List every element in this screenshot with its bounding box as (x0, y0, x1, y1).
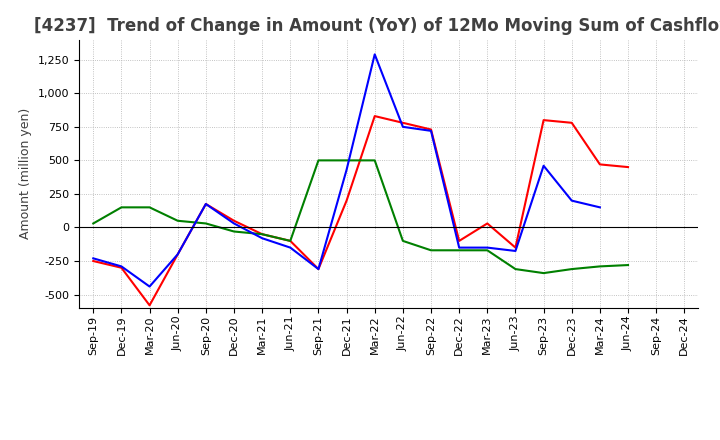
Y-axis label: Amount (million yen): Amount (million yen) (19, 108, 32, 239)
Investing Cashflow (174, 218, 182, 224)
Free Cashflow (145, 284, 154, 289)
Operating Cashflow (286, 238, 294, 244)
Free Cashflow (230, 221, 238, 226)
Investing Cashflow (455, 248, 464, 253)
Free Cashflow (342, 167, 351, 172)
Line: Operating Cashflow: Operating Cashflow (94, 116, 628, 305)
Line: Free Cashflow: Free Cashflow (94, 55, 600, 286)
Operating Cashflow (174, 252, 182, 257)
Operating Cashflow (314, 267, 323, 272)
Investing Cashflow (342, 158, 351, 163)
Free Cashflow (202, 202, 210, 207)
Investing Cashflow (399, 238, 408, 244)
Operating Cashflow (624, 165, 632, 170)
Free Cashflow (117, 264, 126, 269)
Operating Cashflow (399, 120, 408, 125)
Investing Cashflow (595, 264, 604, 269)
Investing Cashflow (286, 238, 294, 244)
Investing Cashflow (539, 271, 548, 276)
Investing Cashflow (624, 262, 632, 268)
Free Cashflow (286, 245, 294, 250)
Free Cashflow (258, 235, 266, 241)
Investing Cashflow (117, 205, 126, 210)
Investing Cashflow (370, 158, 379, 163)
Investing Cashflow (567, 267, 576, 272)
Free Cashflow (314, 267, 323, 272)
Operating Cashflow (511, 245, 520, 250)
Investing Cashflow (145, 205, 154, 210)
Line: Investing Cashflow: Investing Cashflow (94, 160, 628, 273)
Investing Cashflow (202, 221, 210, 226)
Operating Cashflow (567, 120, 576, 125)
Free Cashflow (399, 124, 408, 129)
Operating Cashflow (342, 198, 351, 203)
Investing Cashflow (258, 231, 266, 237)
Investing Cashflow (427, 248, 436, 253)
Investing Cashflow (314, 158, 323, 163)
Operating Cashflow (145, 303, 154, 308)
Operating Cashflow (230, 218, 238, 224)
Free Cashflow (539, 163, 548, 169)
Operating Cashflow (539, 117, 548, 123)
Operating Cashflow (595, 162, 604, 167)
Operating Cashflow (89, 258, 98, 264)
Free Cashflow (483, 245, 492, 250)
Free Cashflow (595, 205, 604, 210)
Operating Cashflow (427, 127, 436, 132)
Operating Cashflow (483, 221, 492, 226)
Free Cashflow (511, 248, 520, 253)
Investing Cashflow (483, 248, 492, 253)
Operating Cashflow (202, 202, 210, 207)
Operating Cashflow (455, 238, 464, 244)
Operating Cashflow (370, 114, 379, 119)
Free Cashflow (427, 128, 436, 133)
Operating Cashflow (258, 231, 266, 237)
Free Cashflow (567, 198, 576, 203)
Free Cashflow (89, 256, 98, 261)
Free Cashflow (455, 245, 464, 250)
Investing Cashflow (511, 267, 520, 272)
Operating Cashflow (117, 265, 126, 270)
Free Cashflow (174, 252, 182, 257)
Investing Cashflow (230, 229, 238, 234)
Title: [4237]  Trend of Change in Amount (YoY) of 12Mo Moving Sum of Cashflows: [4237] Trend of Change in Amount (YoY) o… (34, 17, 720, 35)
Investing Cashflow (89, 221, 98, 226)
Free Cashflow (370, 52, 379, 57)
